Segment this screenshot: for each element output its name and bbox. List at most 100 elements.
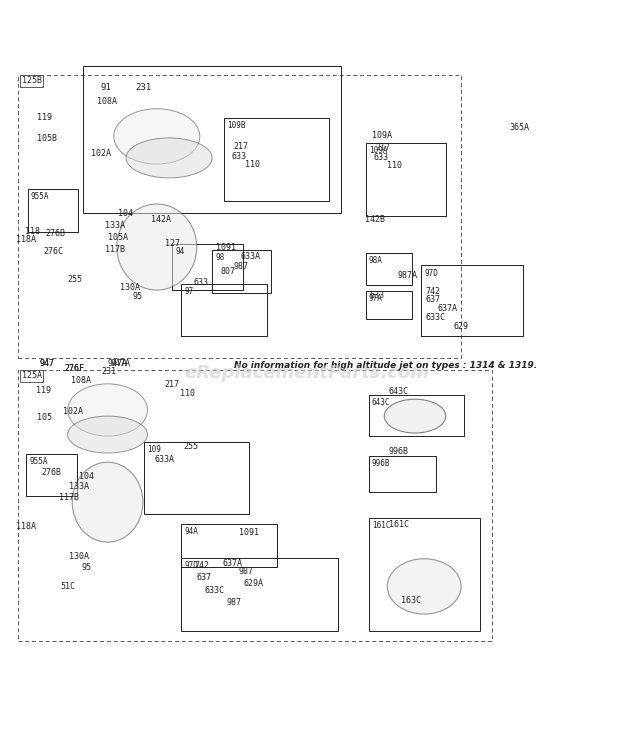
Text: 130A: 130A: [120, 283, 140, 292]
Bar: [224, 118, 329, 201]
Text: 109B: 109B: [228, 121, 246, 130]
Text: 955A: 955A: [30, 457, 48, 466]
Bar: [369, 456, 436, 491]
Text: 118: 118: [25, 226, 40, 235]
Text: 947: 947: [40, 360, 55, 369]
Ellipse shape: [73, 462, 143, 542]
Text: 633C: 633C: [425, 313, 445, 322]
Text: 231: 231: [102, 367, 117, 377]
Text: 633A: 633A: [155, 454, 175, 464]
Text: 742: 742: [194, 561, 210, 570]
Bar: [182, 284, 267, 336]
Text: 255: 255: [68, 275, 82, 283]
Text: 95: 95: [132, 292, 142, 301]
Bar: [83, 66, 341, 213]
Text: 97A: 97A: [369, 295, 383, 303]
Text: 947A: 947A: [110, 360, 131, 369]
Text: 947: 947: [40, 360, 55, 369]
Text: 987A: 987A: [397, 271, 417, 280]
Bar: [369, 517, 479, 631]
Text: 118A: 118A: [16, 235, 36, 244]
Text: 633: 633: [370, 291, 384, 300]
Text: 231: 231: [135, 83, 151, 92]
Text: 996B: 996B: [372, 459, 391, 468]
Text: 105: 105: [37, 414, 52, 423]
Text: 1091: 1091: [216, 243, 236, 252]
Text: 947A: 947A: [108, 360, 128, 369]
Ellipse shape: [113, 109, 200, 164]
Text: 130A: 130A: [69, 552, 89, 562]
Text: 118A: 118A: [16, 522, 36, 531]
Text: 97D: 97D: [424, 269, 438, 278]
Text: 105B: 105B: [37, 134, 57, 143]
Text: 643C: 643C: [389, 387, 409, 396]
Bar: [369, 394, 464, 437]
Bar: [144, 442, 249, 514]
Text: 217: 217: [234, 142, 249, 151]
Text: 91: 91: [100, 83, 111, 92]
Text: 955A: 955A: [31, 192, 49, 201]
Text: 637: 637: [197, 574, 212, 582]
Text: 109A: 109A: [372, 131, 392, 140]
Text: 217: 217: [165, 380, 180, 388]
Bar: [366, 143, 446, 216]
Text: 95: 95: [81, 563, 91, 572]
Text: 110: 110: [388, 161, 402, 170]
Text: 1091: 1091: [239, 528, 259, 537]
Text: 98A: 98A: [369, 256, 383, 265]
Ellipse shape: [68, 416, 148, 453]
Text: 109A: 109A: [369, 146, 388, 155]
Text: 94: 94: [175, 247, 185, 256]
Text: No information for high altitude jet on types : 1314 & 1319.: No information for high altitude jet on …: [234, 360, 537, 369]
Bar: [28, 189, 78, 232]
Text: 119: 119: [36, 386, 51, 395]
Text: 125B: 125B: [22, 76, 42, 85]
Text: 637A: 637A: [223, 559, 242, 568]
Text: 629A: 629A: [244, 579, 264, 588]
Text: 110: 110: [245, 160, 260, 169]
Ellipse shape: [117, 204, 197, 290]
Text: 110: 110: [180, 388, 195, 398]
Text: 633: 633: [231, 152, 246, 161]
Text: 255: 255: [183, 443, 198, 451]
Text: 94A: 94A: [184, 527, 198, 536]
Text: 276C: 276C: [43, 247, 63, 256]
Text: 637: 637: [425, 295, 440, 304]
Text: 276F: 276F: [64, 364, 84, 373]
Text: 97: 97: [184, 287, 193, 296]
Text: 142B: 142B: [365, 215, 384, 224]
Text: 104: 104: [79, 472, 94, 482]
Text: 108A: 108A: [71, 376, 91, 385]
Text: 996B: 996B: [389, 447, 409, 456]
Text: 987: 987: [239, 567, 254, 576]
Text: 163C: 163C: [401, 596, 421, 605]
Text: 161C: 161C: [372, 521, 391, 530]
Text: 987: 987: [226, 598, 241, 607]
Text: 108A: 108A: [97, 97, 117, 106]
Ellipse shape: [384, 399, 446, 433]
Bar: [19, 75, 461, 357]
Bar: [421, 266, 523, 336]
Bar: [182, 557, 338, 631]
Text: 276B: 276B: [45, 229, 66, 238]
Text: 133A: 133A: [69, 482, 89, 491]
Bar: [172, 244, 243, 290]
Text: 276F: 276F: [64, 364, 84, 373]
Text: 161C: 161C: [389, 520, 409, 529]
Text: 102A: 102A: [63, 407, 82, 417]
Text: eReplacementParts.com: eReplacementParts.com: [185, 364, 430, 382]
Text: 807: 807: [220, 267, 235, 276]
Text: 629: 629: [454, 323, 469, 332]
Text: 125A: 125A: [22, 371, 42, 380]
Text: 119: 119: [37, 113, 52, 122]
Bar: [212, 250, 270, 293]
Text: 51C: 51C: [60, 582, 75, 591]
Text: 105A: 105A: [108, 233, 128, 242]
Text: 637A: 637A: [438, 304, 458, 313]
Text: 633: 633: [193, 278, 209, 286]
Text: 217: 217: [376, 143, 391, 152]
Text: 365A: 365A: [509, 123, 529, 132]
Text: 109: 109: [148, 445, 161, 454]
Text: 633: 633: [374, 153, 389, 162]
Text: 117B: 117B: [59, 494, 79, 502]
